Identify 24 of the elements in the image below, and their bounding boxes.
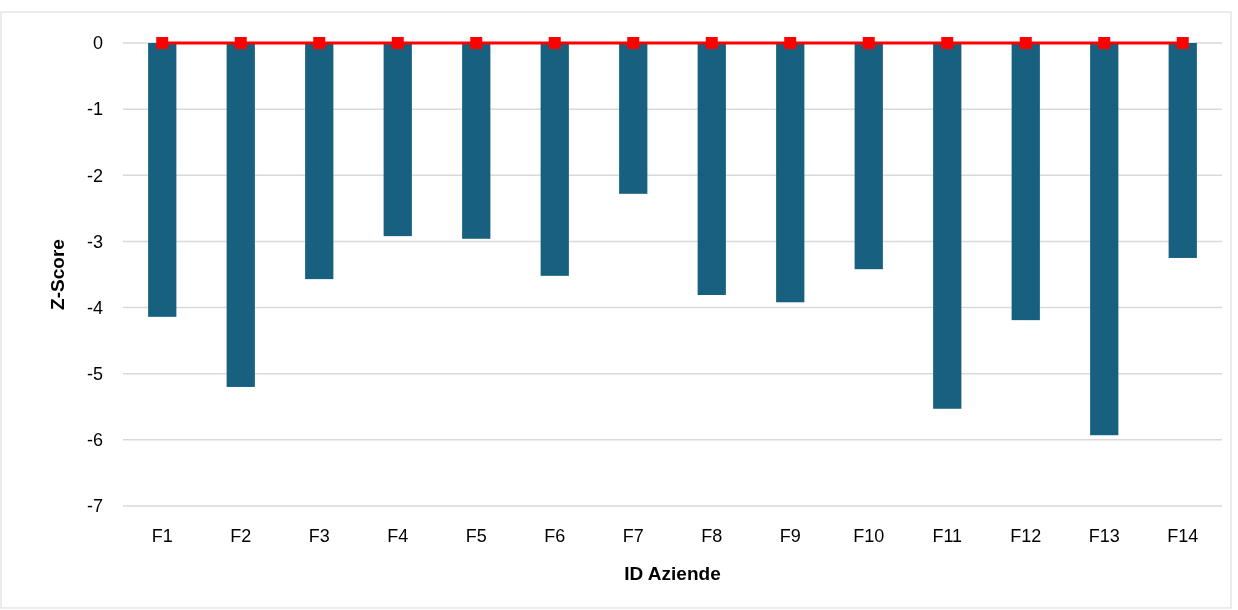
x-axis-title: ID Aziende <box>624 563 721 584</box>
y-tick-label: -3 <box>86 231 103 252</box>
x-tick-label: F5 <box>465 526 487 546</box>
x-tick-label: F12 <box>1010 526 1042 546</box>
x-tick-label: F9 <box>779 526 801 546</box>
y-tick-label: 0 <box>92 33 103 54</box>
x-tick-label: F2 <box>230 526 252 546</box>
y-axis-title: Z-Score <box>47 239 68 310</box>
x-tick-label: F1 <box>151 526 173 546</box>
x-tick-label: F10 <box>853 526 885 546</box>
x-tick-label: F11 <box>932 526 963 546</box>
x-tick-label: F13 <box>1088 526 1120 546</box>
y-tick-label: -7 <box>86 496 103 517</box>
y-tick-label: -6 <box>86 430 103 451</box>
x-tick-label: F8 <box>701 526 723 546</box>
x-tick-label: F7 <box>622 526 644 546</box>
y-tick-label: -1 <box>86 99 103 120</box>
x-tick-label: F3 <box>308 526 330 546</box>
x-tick-label: F4 <box>387 526 409 546</box>
x-tick-label: F6 <box>544 526 566 546</box>
y-tick-label: -5 <box>86 364 103 385</box>
x-tick-label: F14 <box>1167 526 1199 546</box>
y-tick-label: -2 <box>86 165 103 186</box>
y-tick-label: -4 <box>86 297 103 318</box>
